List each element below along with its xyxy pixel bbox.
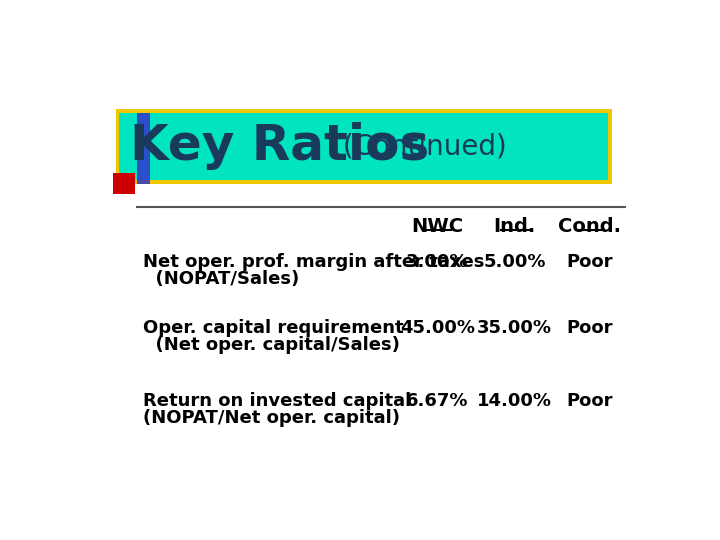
Text: 35.00%: 35.00%: [477, 319, 552, 337]
Text: (NOPAT/Sales): (NOPAT/Sales): [143, 271, 299, 288]
Text: Net oper. prof. margin after taxes: Net oper. prof. margin after taxes: [143, 253, 484, 272]
Bar: [120, 112, 608, 180]
Text: 5.00%: 5.00%: [483, 253, 546, 272]
Text: Ind.: Ind.: [494, 217, 536, 237]
Text: Poor: Poor: [567, 392, 613, 410]
Text: 6.67%: 6.67%: [406, 392, 469, 410]
Bar: [113, 173, 135, 194]
Text: Return on invested capital: Return on invested capital: [143, 392, 411, 410]
Text: Oper. capital requirement: Oper. capital requirement: [143, 319, 403, 337]
Text: 3.00%: 3.00%: [406, 253, 469, 272]
Text: 14.00%: 14.00%: [477, 392, 552, 410]
Text: (Net oper. capital/Sales): (Net oper. capital/Sales): [143, 336, 400, 354]
Text: Key Ratios: Key Ratios: [130, 123, 430, 171]
Text: Poor: Poor: [567, 253, 613, 272]
Text: NWC: NWC: [411, 217, 463, 237]
Text: (Continued): (Continued): [334, 132, 507, 160]
Text: 45.00%: 45.00%: [400, 319, 474, 337]
Text: Poor: Poor: [567, 319, 613, 337]
Bar: [116, 109, 611, 184]
Text: (NOPAT/Net oper. capital): (NOPAT/Net oper. capital): [143, 409, 400, 427]
Text: Cond.: Cond.: [559, 217, 621, 237]
Bar: [137, 112, 150, 184]
